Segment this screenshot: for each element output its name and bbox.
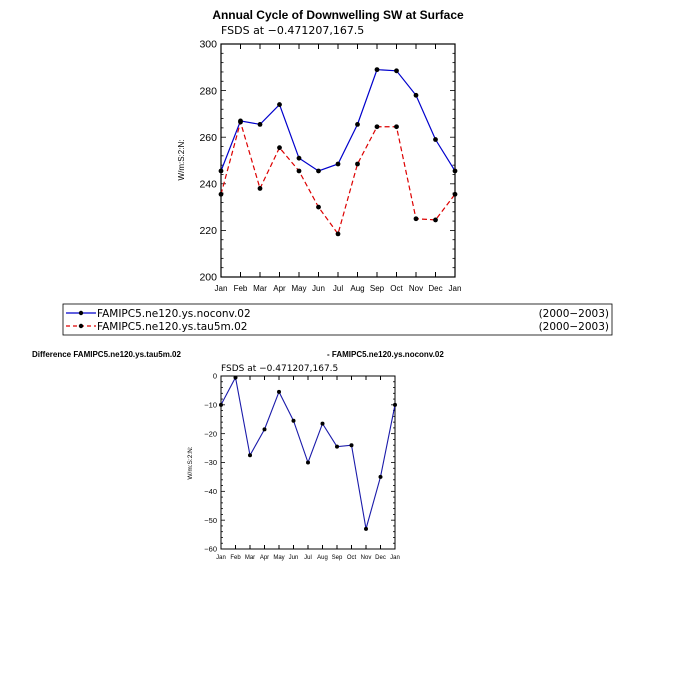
chart1-series-1-point xyxy=(452,191,458,197)
chart2-xtick-label: Oct xyxy=(347,555,357,561)
chart2-xtick-label: Feb xyxy=(230,555,241,561)
chart2-series-0-point xyxy=(262,427,267,432)
chart1-ytick-label: 240 xyxy=(199,178,217,190)
chart2-series-0-point xyxy=(233,375,238,380)
chart2-ytick-label: −50 xyxy=(204,516,217,525)
chart1-subtitle: FSDS at −0.471207,167.5 xyxy=(221,24,364,37)
chart2-title-right: - FAMIPC5.ne120.ys.noconv.02 xyxy=(327,350,444,359)
chart1-series-1-point xyxy=(277,145,282,151)
chart1-xtick-label: May xyxy=(291,284,306,293)
chart2-xtick-label: Jan xyxy=(390,555,400,561)
chart1-title: Annual Cycle of Downwelling SW at Surfac… xyxy=(212,8,464,22)
chart1-xtick-label: Apr xyxy=(273,284,286,293)
chart2-ytick-label: −30 xyxy=(204,458,217,467)
chart1-series-0-point xyxy=(218,168,224,174)
chart2-xtick-label: Nov xyxy=(361,555,372,561)
legend-marker-tau5m xyxy=(78,323,84,329)
chart1-series-1-point xyxy=(374,124,380,130)
legend-period-noconv: (2000−2003) xyxy=(539,308,609,320)
chart2-xtick-label: Dec xyxy=(375,555,386,561)
chart1-ytick-label: 200 xyxy=(199,272,217,284)
chart1-series-0-point xyxy=(452,168,458,174)
chart1-ylabel: W/m:S:2:N: xyxy=(177,140,186,181)
chart1-plot: Jan Feb Mar Apr May Jun Jul Aug Sep Oct Nov Dec Jan2… xyxy=(199,39,461,293)
chart1-series-0-point xyxy=(296,155,302,161)
chart2-series-0-point xyxy=(306,460,310,465)
chart1-series-0-point xyxy=(277,102,282,107)
chart1-ytick-label: 260 xyxy=(199,132,217,144)
legend-frame xyxy=(62,303,613,336)
chart1-series-0-point xyxy=(335,161,341,167)
chart2-ytick-label: −60 xyxy=(204,545,217,554)
chart2-xtick-label: Aug xyxy=(317,555,328,561)
chart1-series-1-point xyxy=(316,204,321,210)
chart1-series-0-point xyxy=(374,67,380,73)
chart1-xtick-label: Oct xyxy=(390,284,403,293)
chart1-xtick-label: Feb xyxy=(234,284,248,293)
chart1-ytick-label: 300 xyxy=(199,39,217,51)
chart1-xtick-label: Sep xyxy=(370,284,385,293)
chart2-series-0-point xyxy=(393,402,397,407)
chart1-series-1-line xyxy=(220,119,456,236)
legend-label-tau5m: FAMIPC5.ne120.ys.tau5m.02 xyxy=(97,321,247,333)
chart2-title-left: Difference FAMIPC5.ne120.ys.tau5m.02 xyxy=(32,350,182,359)
chart1-series-0-point xyxy=(394,68,399,74)
legend-marker-noconv xyxy=(78,310,84,316)
chart1-series-0-point xyxy=(257,121,263,127)
chart2-series-0-point xyxy=(277,389,281,394)
chart2-xtick-label: Jun xyxy=(289,555,299,561)
chart2-xtick-label: Jan xyxy=(216,555,226,561)
legend-period-tau5m: (2000−2003) xyxy=(539,321,609,333)
chart2-ytick-label: −40 xyxy=(204,487,217,496)
chart1-series-1-point xyxy=(218,191,224,197)
chart1-series-1-point xyxy=(257,186,263,191)
chart2-series-0-point xyxy=(320,421,325,426)
legend-label-noconv: FAMIPC5.ne120.ys.noconv.02 xyxy=(97,308,251,320)
chart1-series-1-point xyxy=(394,124,399,130)
chart1-xtick-label: Jul xyxy=(333,284,343,293)
chart2-ytick-label: −10 xyxy=(204,400,217,409)
chart1-ytick-label: 220 xyxy=(199,225,217,237)
chart1-frame xyxy=(220,43,456,278)
chart1-series-1-point xyxy=(413,216,419,222)
legend: FAMIPC5.ne120.ys.noconv.02 (2000−2003) F… xyxy=(62,303,613,336)
chart1-xtick-label: Nov xyxy=(409,284,423,293)
chart1-xtick-label: Jan xyxy=(449,284,462,293)
chart1-series-1-point xyxy=(335,231,341,237)
chart2-ytick-label: −20 xyxy=(204,429,217,438)
chart2-plot: Jan Feb Mar Apr May Jun Jul Aug Sep Oct Nov Dec Jan−… xyxy=(204,372,400,561)
chart2-series-0-point xyxy=(364,526,368,531)
chart2-xtick-label: Apr xyxy=(260,555,269,561)
chart1-xtick-label: Aug xyxy=(350,284,364,293)
chart1-series-0-point xyxy=(355,121,360,127)
chart1-series-1-point xyxy=(433,217,438,223)
chart2-series-0-point xyxy=(291,418,296,423)
chart1-series-0-line xyxy=(220,69,456,172)
chart2-xtick-label: May xyxy=(273,555,284,561)
chart2-subtitle: FSDS at −0.471207,167.5 xyxy=(221,364,338,374)
chart1-xtick-label: Mar xyxy=(253,284,267,293)
chart1-series-0-point xyxy=(413,92,419,98)
chart2-series-0-line xyxy=(220,375,396,529)
chart1-xtick-label: Dec xyxy=(428,284,442,293)
chart2-series-0-point xyxy=(219,402,223,407)
chart2-series-0-point xyxy=(248,453,252,458)
chart2-ylabel: W/m:S:2:N: xyxy=(187,446,194,479)
chart2-xtick-label: Sep xyxy=(332,555,343,561)
chart1-series-0-point xyxy=(433,137,438,142)
chart1-series-1-point xyxy=(238,119,243,125)
chart2-series-0-point xyxy=(378,474,383,479)
chart1-series-0-point xyxy=(316,168,321,174)
chart2-series-0-point xyxy=(349,443,354,448)
chart2-xtick-label: Mar xyxy=(245,555,255,561)
chart2-xtick-label: Jul xyxy=(304,555,312,561)
chart1-series-1-point xyxy=(296,168,302,174)
chart1-ytick-label: 280 xyxy=(199,85,217,97)
chart1-xtick-label: Jun xyxy=(312,284,325,293)
chart1-series-1-point xyxy=(355,161,360,167)
chart2-ytick-label: 0 xyxy=(213,372,217,381)
chart2-series-0-point xyxy=(335,444,339,449)
chart1-xtick-label: Jan xyxy=(215,284,228,293)
